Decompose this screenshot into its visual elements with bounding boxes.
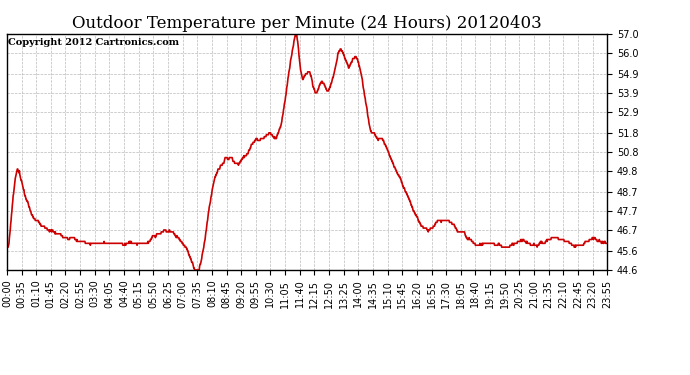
Title: Outdoor Temperature per Minute (24 Hours) 20120403: Outdoor Temperature per Minute (24 Hours… — [72, 15, 542, 32]
Text: Copyright 2012 Cartronics.com: Copyright 2012 Cartronics.com — [8, 39, 179, 48]
